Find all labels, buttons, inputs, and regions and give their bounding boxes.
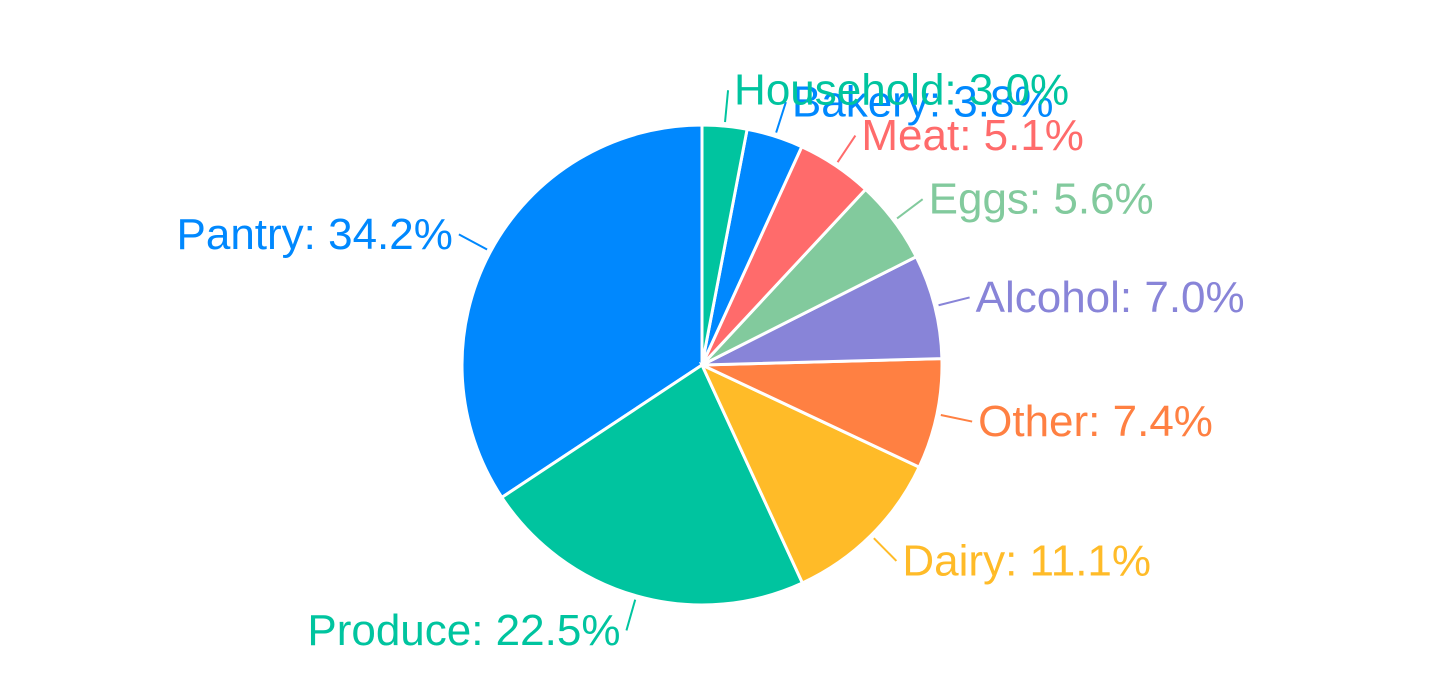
- leader-line-household: [724, 90, 730, 123]
- leader-line-pantry: [458, 233, 488, 251]
- slice-label-bakery: Bakery: 3.8%: [792, 78, 1054, 127]
- slice-label-other: Other: 7.4%: [978, 397, 1213, 446]
- pie-slices: [460, 123, 944, 607]
- pie-slice-household: [700, 123, 749, 366]
- slice-label-meat: Meat: 5.1%: [861, 111, 1084, 160]
- slice-label-pantry: Pantry: 34.2%: [177, 210, 453, 259]
- slice-labels: Pantry: 34.2% Produce: 22.5% Dairy: 11.1% O…: [177, 66, 1245, 655]
- slice-label-alcohol: Alcohol: 7.0%: [976, 273, 1245, 322]
- slice-label-household: Household: 3.0%: [734, 66, 1069, 115]
- slice-label-eggs: Eggs: 5.6%: [929, 175, 1154, 224]
- leader-line-produce: [625, 599, 637, 631]
- pie-slice-other: [701, 357, 944, 470]
- pie-slice-dairy: [698, 361, 922, 585]
- leader-line-other: [940, 414, 973, 423]
- slice-label-dairy: Dairy: 11.1%: [902, 536, 1151, 585]
- leader-line-alcohol: [938, 296, 970, 307]
- pie-slice-alcohol: [701, 254, 944, 367]
- leader-line-dairy: [873, 537, 898, 562]
- leader-line-bakery: [775, 101, 787, 133]
- pie-slice-produce: [499, 362, 805, 607]
- slice-label-produce: Produce: 22.5%: [307, 606, 620, 655]
- leader-line-eggs: [896, 198, 924, 220]
- leader-line-meat: [836, 134, 857, 163]
